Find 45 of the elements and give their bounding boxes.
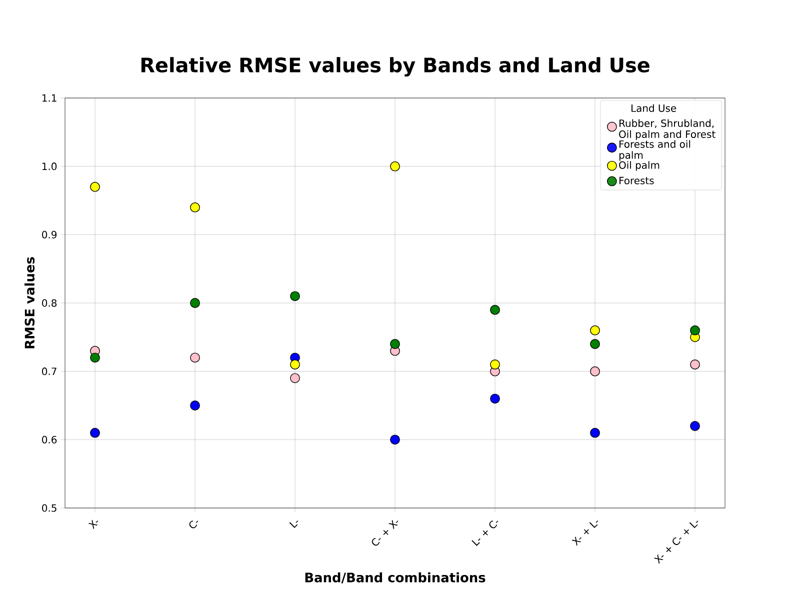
x-tick-label: L- + C- (472, 520, 498, 546)
y-tick-label: 0.6 (42, 436, 57, 444)
legend-label: Rubber, Shrubland, Oil palm and Forest (619, 119, 716, 140)
point (190, 202, 200, 212)
y-tick-label: 0.8 (42, 299, 57, 307)
y-tick-label: 1.1 (42, 94, 56, 102)
x-tick-label: X- + L- (572, 520, 598, 546)
point (390, 434, 400, 445)
legend-label: Forests and oil palm (619, 140, 690, 161)
point (190, 400, 200, 410)
point (390, 339, 400, 349)
point (590, 428, 600, 438)
point (90, 352, 100, 363)
point (190, 352, 200, 363)
point (490, 394, 500, 404)
point (590, 339, 600, 349)
x-tick-label: X- (88, 520, 98, 530)
x-tick-label: C- (189, 520, 198, 528)
point (690, 360, 700, 370)
y-tick-label: 0.5 (42, 504, 56, 512)
y-tick-label: 0.7 (42, 368, 56, 376)
legend-label: Forests (620, 176, 654, 184)
y-axis-title: RMSE values (24, 257, 35, 348)
point (90, 428, 100, 438)
point (190, 298, 200, 308)
point (390, 161, 400, 172)
point (690, 421, 700, 431)
x-tick-label: L- (289, 520, 298, 528)
point (290, 360, 300, 370)
point (490, 304, 500, 315)
x-tick-label: C- + X- (372, 520, 398, 546)
legend-title: Land Use (632, 104, 676, 112)
x-axis-title: Band/Band combinations (305, 572, 486, 584)
y-tick-label: 1.0 (42, 162, 57, 170)
point (290, 291, 300, 302)
point (590, 325, 600, 336)
point (590, 366, 600, 376)
legend-label: Oil palm (619, 161, 660, 171)
y-tick-label: 0.9 (42, 230, 57, 238)
point (490, 360, 500, 370)
point (90, 182, 100, 192)
point (290, 373, 300, 384)
point (690, 325, 700, 336)
x-tick-label: X- + C- + L- (654, 520, 698, 564)
chart-title: Relative RMSE values by Bands and Land Use (141, 57, 650, 76)
